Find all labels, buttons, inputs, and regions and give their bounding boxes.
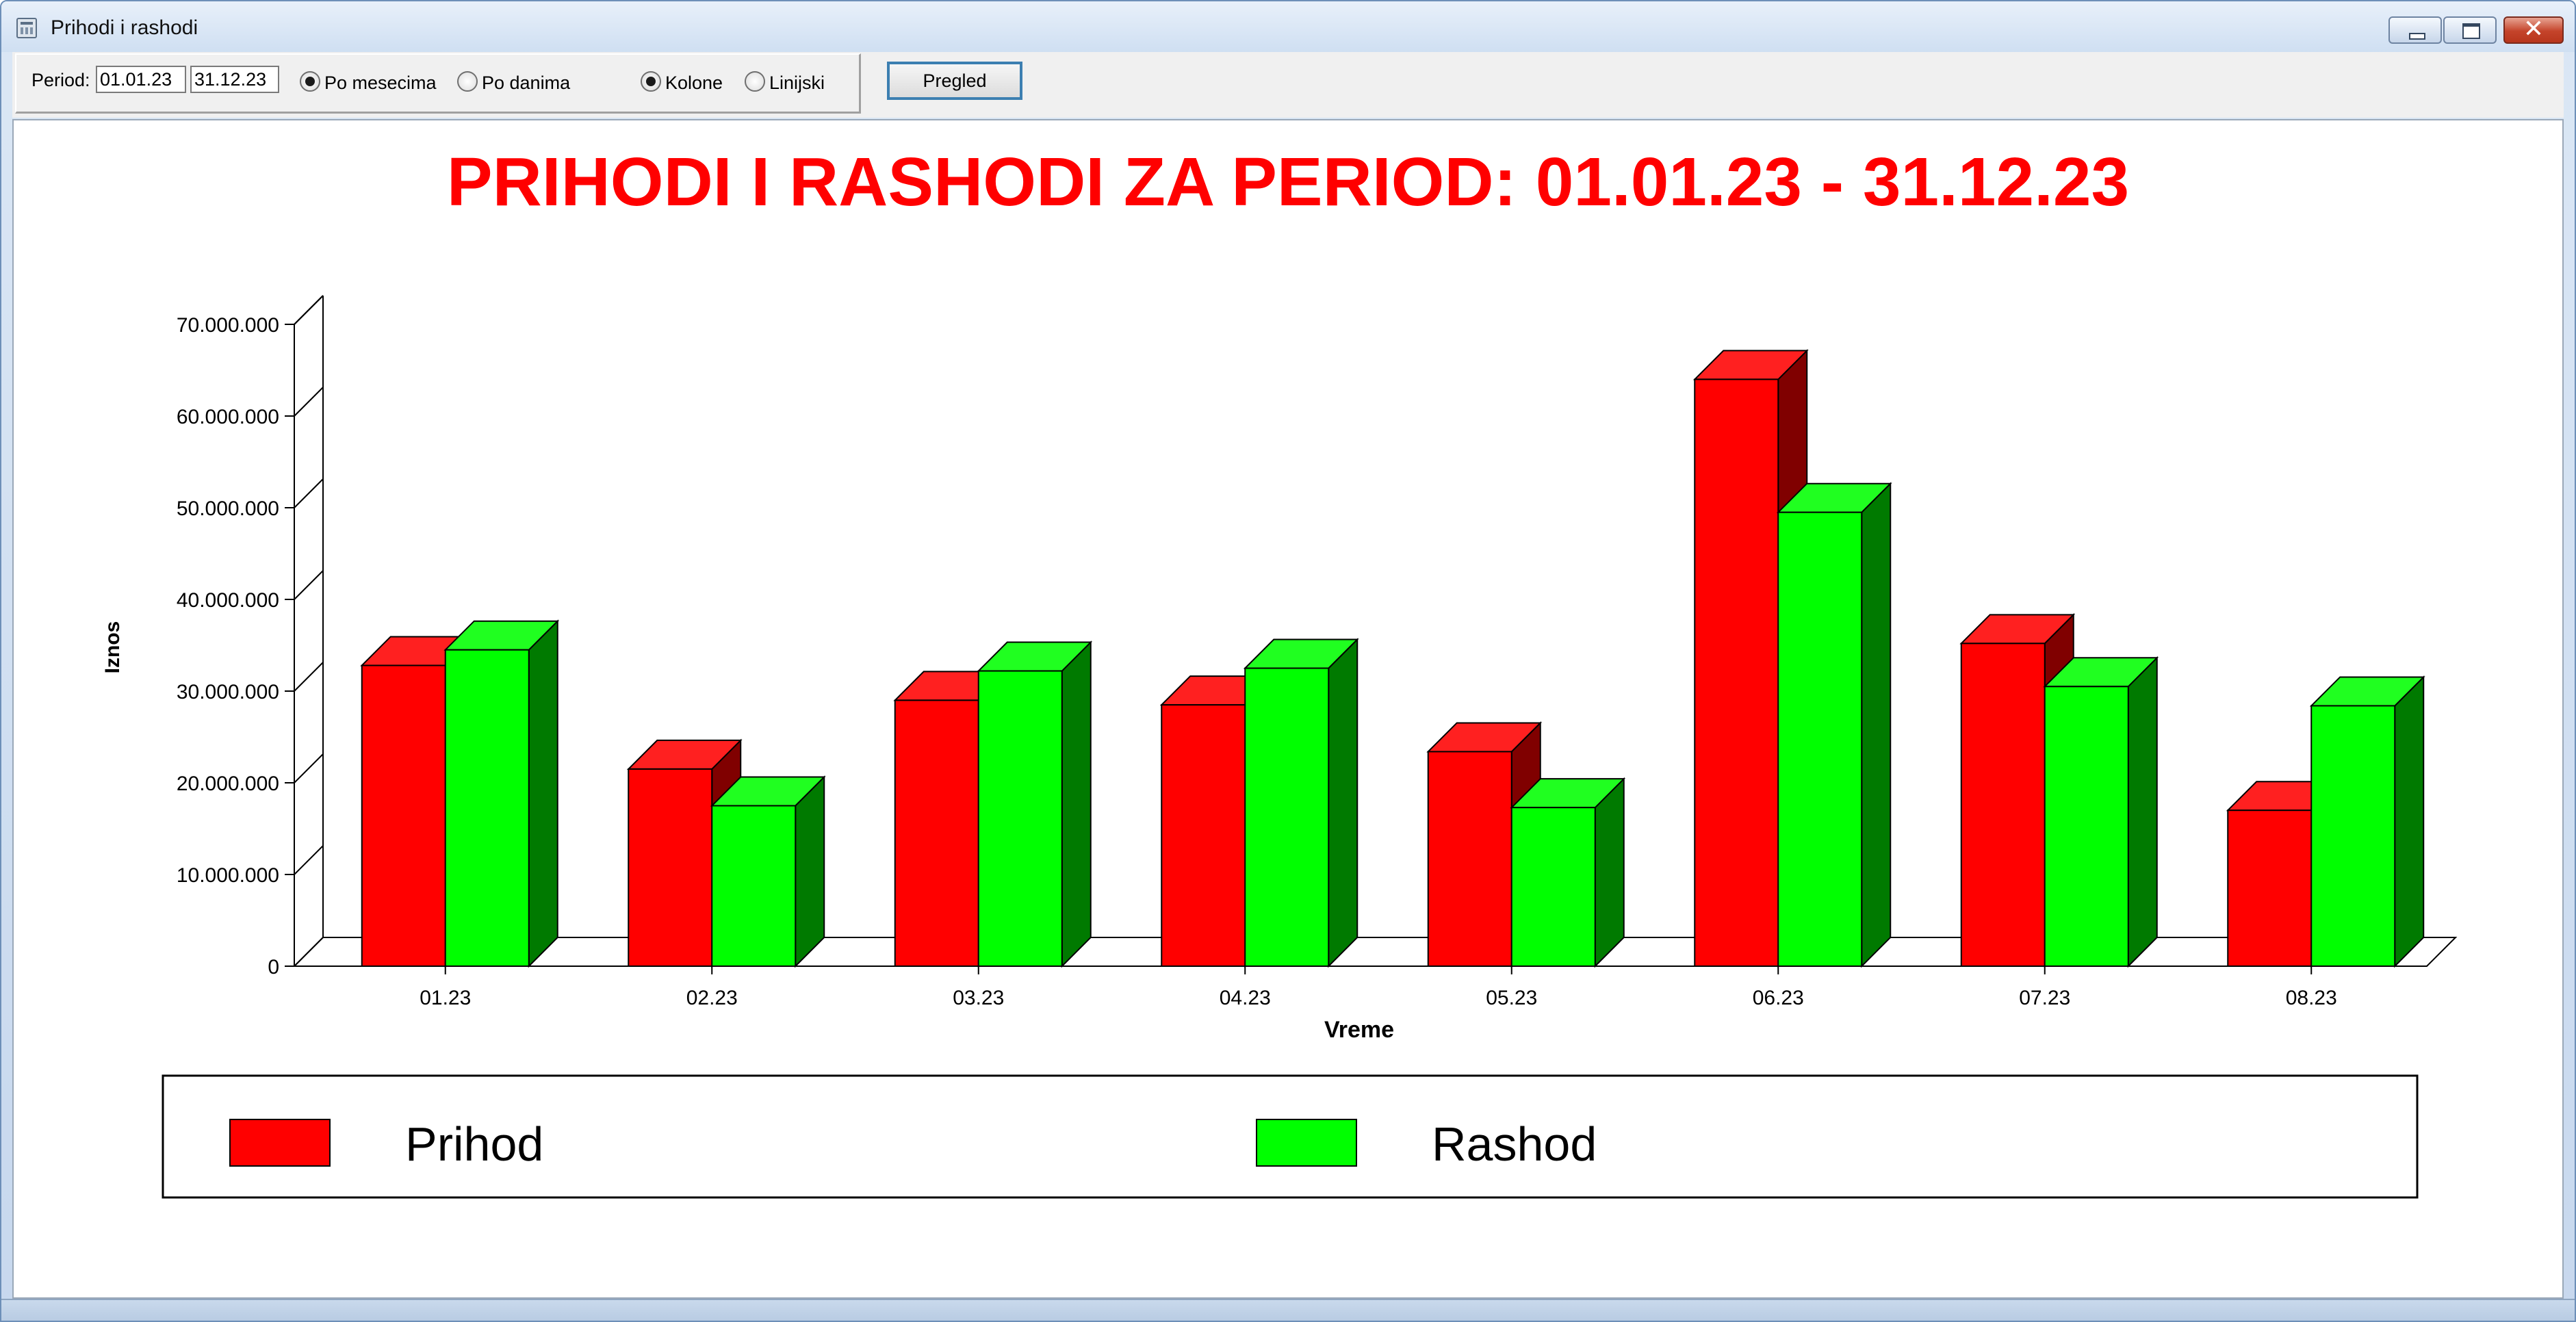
bar-side <box>1861 482 1892 968</box>
filter-group: Period: 01.01.23 31.12.23 Po mesecima Po… <box>15 53 861 114</box>
chart-area: PRIHODI I RASHODI ZA PERIOD: 01.01.23 - … <box>12 119 2564 1299</box>
bar-prihod <box>1427 751 1512 967</box>
y-grid-diagonal <box>294 937 324 967</box>
y-tick-label: 10.000.000 <box>177 864 279 887</box>
y-tick-label: 60.000.000 <box>177 406 279 428</box>
bar-rashod <box>977 670 1063 968</box>
toolbar: Period: 01.01.23 31.12.23 Po mesecima Po… <box>12 52 2564 118</box>
y-tick-label: 40.000.000 <box>177 589 279 612</box>
radio-linijski[interactable] <box>745 71 765 92</box>
radio-po-danima[interactable] <box>457 71 478 92</box>
title-bar[interactable]: Prihodi i rashodi ✕ <box>1 1 2575 52</box>
period-label: Period: <box>31 70 90 90</box>
bar-side <box>2394 675 2425 968</box>
bar-rashod <box>2044 686 2129 967</box>
x-tick-label: 07.23 <box>2019 987 2070 1009</box>
bar-prihod <box>2227 809 2313 968</box>
y-grid-diagonal <box>294 570 324 600</box>
x-tick-label: 08.23 <box>2286 987 2337 1009</box>
bar-prihod <box>1694 378 1779 967</box>
status-bar <box>1 1299 2575 1321</box>
y-grid-diagonal <box>294 387 324 417</box>
y-grid-diagonal <box>294 295 324 325</box>
bar-rashod <box>1777 511 1863 967</box>
radio-kolone[interactable] <box>641 71 661 92</box>
chart-svg: PRIHODI I RASHODI ZA PERIOD: 01.01.23 - … <box>101 144 2458 1199</box>
x-tick-label: 05.23 <box>1486 987 1537 1009</box>
y-axis-label: Iznos <box>101 621 124 674</box>
minimize-button[interactable] <box>2388 16 2442 44</box>
close-icon: ✕ <box>2523 15 2545 43</box>
y-tick-label: 0 <box>268 956 279 978</box>
bar-prihod <box>628 768 713 968</box>
y-grid-diagonal <box>294 845 324 875</box>
legend: Prihod Rashod <box>162 1074 2419 1199</box>
y-tick-label: 20.000.000 <box>177 773 279 795</box>
close-button[interactable]: ✕ <box>2503 15 2564 44</box>
date-to-input[interactable]: 31.12.23 <box>190 66 279 93</box>
legend-swatch-rashod <box>1256 1119 1357 1167</box>
y-tick-label: 50.000.000 <box>177 497 279 520</box>
bar-prihod <box>1960 643 2046 967</box>
x-tick-label: 06.23 <box>1753 987 1804 1009</box>
chart-title: PRIHODI I RASHODI ZA PERIOD: 01.01.23 - … <box>447 144 2129 220</box>
axis-labels: 0 10.000.000 20.000.000 30.000.000 40.000.00… <box>177 314 2337 1009</box>
bar-prihod <box>361 664 446 967</box>
legend-label-rashod: Rashod <box>1432 1117 1597 1171</box>
x-tick-label: 02.23 <box>686 987 738 1009</box>
radio-po-mesecima[interactable] <box>300 71 320 92</box>
bar-side <box>528 619 558 968</box>
pregled-button[interactable]: Pregled <box>887 62 1022 100</box>
x-tick-label: 01.23 <box>420 987 471 1009</box>
x-tick-label: 03.23 <box>953 987 1004 1009</box>
bar-rashod <box>2310 705 2396 967</box>
bar-rashod <box>1244 667 1330 967</box>
y-tick-label: 70.000.000 <box>177 314 279 337</box>
legend-swatch-prihod <box>229 1119 331 1167</box>
legend-label-prihod: Prihod <box>405 1117 543 1171</box>
bar-side <box>1328 638 1358 968</box>
y-grid-diagonal <box>294 662 324 692</box>
bar-side <box>1594 777 1625 968</box>
radio-kolone-label: Kolone <box>665 73 723 93</box>
y-tick-label: 30.000.000 <box>177 681 279 703</box>
app-icon <box>16 18 37 38</box>
x-tick-label: 04.23 <box>1220 987 1271 1009</box>
radio-po-mesecima-label: Po mesecima <box>324 73 437 93</box>
bar-side <box>795 775 825 968</box>
bar-prihod <box>894 699 979 968</box>
radio-po-danima-label: Po danima <box>482 73 571 93</box>
bar-side <box>1061 640 1092 968</box>
axes <box>285 295 2458 974</box>
y-grid-diagonal <box>294 478 324 508</box>
bar-rashod <box>444 649 530 967</box>
y-grid-diagonal <box>294 753 324 783</box>
bar-prihod <box>1161 704 1246 967</box>
date-from-input[interactable]: 01.01.23 <box>96 66 186 93</box>
radio-linijski-label: Linijski <box>769 73 825 93</box>
bar-side <box>2127 656 2158 968</box>
bar-rashod <box>711 805 797 967</box>
bars <box>360 348 2425 968</box>
maximize-button[interactable] <box>2443 16 2497 44</box>
bar-rashod <box>1510 807 1596 967</box>
x-axis-label: Vreme <box>1324 1017 1394 1043</box>
window-title: Prihodi i rashodi <box>51 16 198 39</box>
